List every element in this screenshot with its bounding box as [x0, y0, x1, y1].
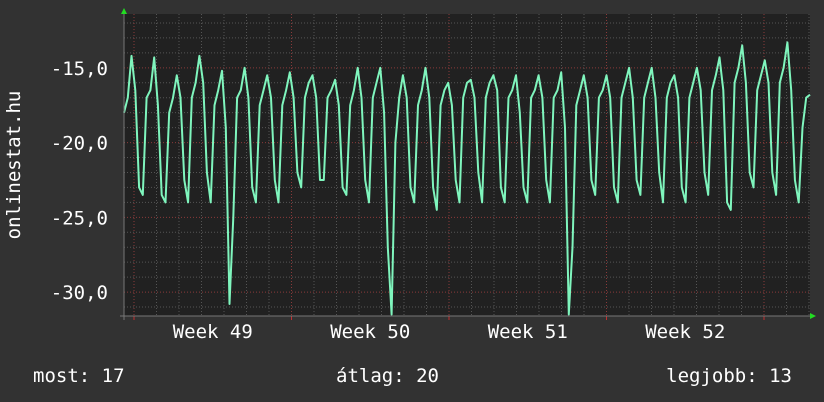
x-axis: Week 49 Week 50 Week 51 Week 52 [173, 321, 726, 343]
x-tick-label: Week 52 [645, 321, 725, 343]
series-line [123, 41, 811, 316]
y-tick-label: -20,0 [51, 133, 108, 155]
legend-current: most: 17 [33, 365, 125, 387]
y-tick-label: -15,0 [51, 58, 108, 80]
x-axis-arrow-icon [810, 313, 816, 319]
y-tick-label: -25,0 [51, 207, 108, 229]
y-axis: -15,0 -20,0 -25,0 -30,0 [51, 58, 108, 304]
legend-average: átlag: 20 [336, 365, 439, 387]
x-tick-label: Week 49 [173, 321, 253, 343]
y-axis-arrow-icon [121, 8, 127, 14]
x-tick-label: Week 51 [488, 321, 568, 343]
y-axis-label: onlinestat.hu [3, 91, 25, 240]
x-tick-label: Week 50 [330, 321, 410, 343]
legend-best: legjobb: 13 [666, 365, 792, 387]
y-tick-label: -30,0 [51, 282, 108, 304]
plot-area [124, 14, 810, 316]
